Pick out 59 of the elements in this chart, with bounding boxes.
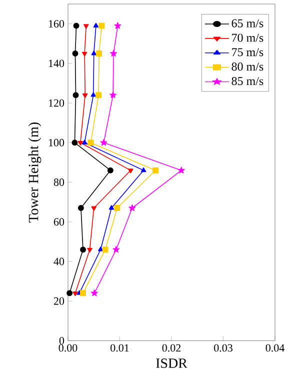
y-tick-label: 160 (48, 20, 64, 28)
point (91, 206, 97, 211)
point (108, 205, 114, 210)
point (72, 92, 79, 98)
point (114, 205, 120, 211)
point (110, 91, 116, 98)
point (100, 139, 108, 146)
legend-label: 65 m/s (232, 19, 264, 28)
point (102, 246, 108, 253)
point (96, 92, 102, 98)
x-tick-label: 0.03 (214, 344, 232, 352)
point (96, 50, 102, 56)
y-tick-label: 80 (54, 178, 64, 186)
point (83, 24, 89, 29)
point (140, 167, 146, 172)
point (112, 246, 120, 253)
point (82, 140, 88, 144)
point (110, 50, 118, 57)
point (72, 291, 78, 296)
point (93, 22, 99, 28)
x-tick-label: 0.04 (266, 344, 284, 352)
point (90, 92, 96, 97)
y-tick-label: 100 (48, 138, 64, 146)
legend-label: 70 m/s (232, 34, 264, 42)
point (82, 93, 88, 98)
y-tick-label: 120 (48, 99, 64, 107)
point (152, 167, 158, 174)
point (91, 50, 97, 56)
point (72, 50, 78, 56)
point (178, 166, 185, 174)
point (114, 22, 122, 29)
point (73, 22, 80, 29)
point (80, 290, 86, 296)
point (128, 168, 134, 174)
x-tick-label: 0.01 (110, 344, 129, 352)
x-tick-label: 0.02 (162, 344, 181, 352)
y-tick-label: 20 (54, 297, 64, 305)
point (78, 140, 84, 146)
y-tick-label: 40 (54, 258, 64, 266)
point (128, 204, 136, 212)
point (78, 205, 84, 211)
y-tick-label: 140 (48, 60, 64, 68)
legend-label: 80 m/s (232, 62, 264, 71)
point (107, 167, 114, 174)
legend-label: 85 m/s (232, 76, 264, 86)
y-axis-title: Tower Height (m) (28, 122, 42, 223)
point (66, 290, 73, 296)
x-axis-title: ISDR (156, 358, 188, 368)
point (98, 22, 105, 29)
point (80, 246, 86, 253)
point (88, 140, 94, 146)
point (87, 248, 92, 253)
point (90, 290, 98, 296)
x-tick-label: 0.00 (58, 344, 78, 352)
point (72, 140, 78, 146)
y-tick-label: 60 (54, 218, 64, 226)
legend-label: 75 m/s (232, 48, 264, 56)
point (82, 52, 88, 56)
y-tick-label: 0 (59, 336, 64, 344)
